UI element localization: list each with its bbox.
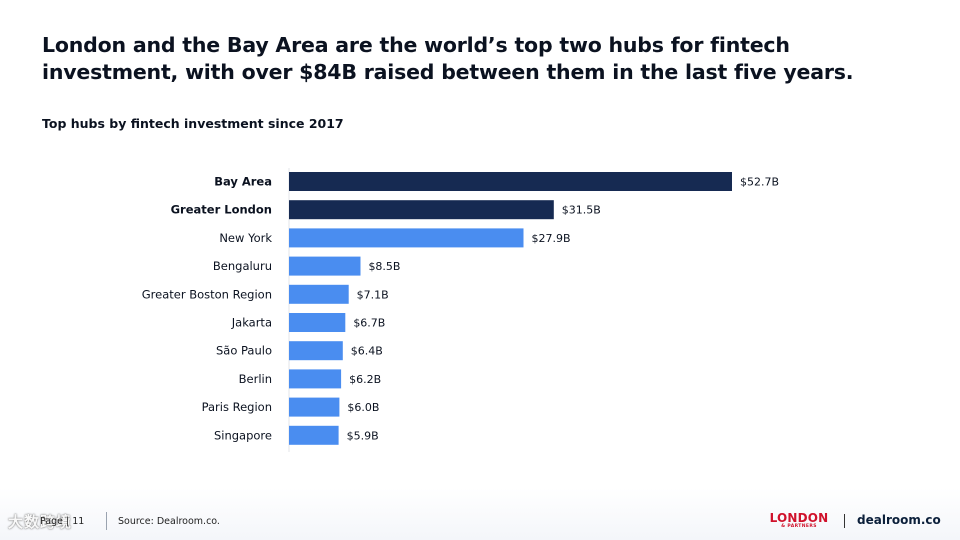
category-label: Bengaluru bbox=[213, 259, 272, 273]
london-logo-subtext: & PARTNERS bbox=[781, 524, 817, 529]
slide-title: London and the Bay Area are the world’s … bbox=[42, 33, 854, 84]
page-number: Page | 11 bbox=[40, 516, 85, 527]
dealroom-logo: dealroom.co bbox=[857, 513, 941, 527]
category-label: Singapore bbox=[214, 428, 272, 442]
value-label: $52.7B bbox=[740, 176, 779, 189]
value-label: $6.0B bbox=[347, 401, 379, 414]
bar bbox=[289, 397, 340, 417]
value-label: $5.9B bbox=[347, 429, 379, 442]
category-label: Greater Boston Region bbox=[142, 287, 272, 301]
footer bbox=[0, 488, 960, 540]
category-label: New York bbox=[219, 231, 272, 245]
bar-chart: Bay Area $52.7B Greater London $31.5B New Yo… bbox=[142, 168, 779, 452]
value-label: $6.4B bbox=[351, 345, 383, 358]
category-label: Bay Area bbox=[214, 175, 272, 189]
bar bbox=[289, 425, 339, 445]
bar bbox=[289, 313, 346, 332]
bar bbox=[289, 200, 554, 220]
value-label: $6.7B bbox=[353, 317, 385, 330]
bar bbox=[289, 369, 342, 389]
category-label: Berlin bbox=[239, 372, 272, 386]
value-label: $8.5B bbox=[368, 260, 400, 273]
logo-divider bbox=[844, 514, 845, 528]
bar bbox=[289, 172, 732, 191]
london-partners-logo: LONDON & PARTNERS bbox=[768, 512, 830, 530]
source-note: Source: Dealroom.co. bbox=[118, 516, 220, 527]
london-logo-text: LONDON bbox=[769, 511, 829, 525]
footer-divider bbox=[106, 512, 107, 530]
bar bbox=[289, 256, 361, 276]
watermark: 大数跨境 bbox=[8, 513, 73, 531]
value-label: $6.2B bbox=[349, 373, 381, 386]
category-label: Jakarta bbox=[231, 316, 272, 330]
bar bbox=[289, 284, 349, 304]
category-label: São Paulo bbox=[216, 344, 272, 358]
category-label: Paris Region bbox=[202, 400, 272, 414]
value-label: $7.1B bbox=[357, 288, 389, 301]
bar bbox=[289, 228, 524, 248]
chart-title: Top hubs by fintech investment since 201… bbox=[42, 116, 344, 131]
category-label: Greater London bbox=[171, 203, 272, 217]
value-label: $27.9B bbox=[532, 232, 571, 245]
bar bbox=[289, 341, 343, 361]
value-label: $31.5B bbox=[562, 204, 601, 217]
